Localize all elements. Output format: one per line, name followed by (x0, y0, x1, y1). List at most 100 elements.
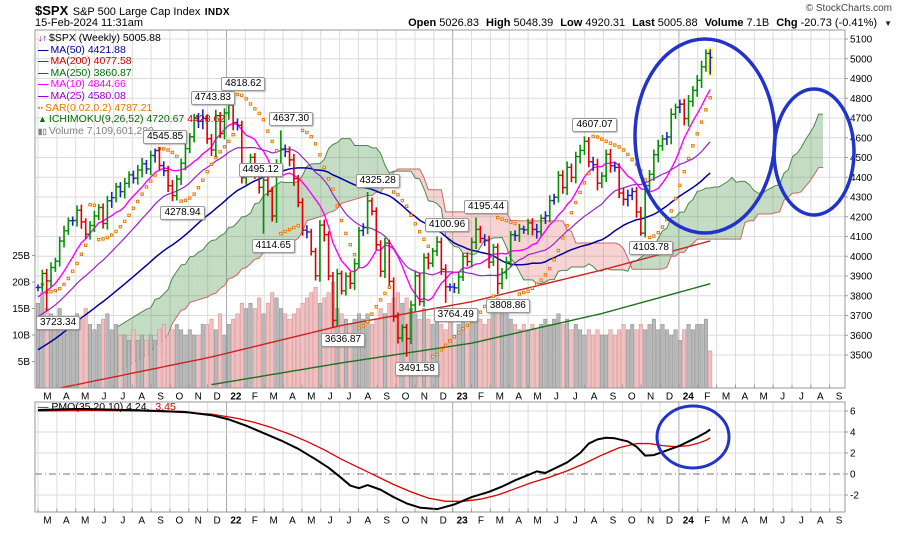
highlight-ellipse (772, 87, 856, 217)
line-swatch: — (38, 66, 49, 79)
svg-text:S: S (836, 516, 843, 527)
pmo-signal-value: 3.45 (155, 401, 176, 413)
svg-text:O: O (175, 392, 183, 403)
price-callout: 3636.87 (320, 332, 366, 347)
price-arrows-icon: ↓↑ (38, 33, 47, 43)
ma200-line (56, 240, 711, 388)
ma25-line (37, 141, 711, 318)
svg-text:22: 22 (230, 516, 242, 527)
main-x-axis: M A M J J A S O N D 22 F M A M J J A S O N D 23 F M A M J J A S O N D 24 F M… (37, 384, 843, 403)
svg-text:4200: 4200 (850, 212, 873, 223)
svg-text:O: O (628, 392, 636, 403)
price-callout: 3723.34 (36, 315, 81, 330)
highlight-ellipse (655, 404, 731, 470)
svg-text:M: M (496, 392, 504, 403)
legend-label: MA(250) 3860.87 (50, 66, 132, 79)
price-callout: 4637.30 (268, 112, 314, 127)
quote-value: 5048.39 (513, 17, 554, 29)
sar-dots (40, 92, 712, 359)
svg-text:J: J (799, 516, 804, 527)
svg-text:4600: 4600 (850, 133, 873, 144)
svg-text:M: M (760, 392, 768, 403)
svg-text:J: J (328, 516, 333, 527)
price-callout: 3764.49 (433, 307, 478, 322)
svg-text:M: M (43, 516, 51, 527)
svg-text:J: J (780, 392, 785, 403)
svg-text:D: D (213, 392, 220, 403)
svg-text:J: J (328, 392, 333, 403)
svg-text:4400: 4400 (850, 173, 873, 184)
highlight-ellipses (633, 37, 856, 470)
svg-text:S: S (157, 516, 164, 527)
svg-text:J: J (120, 516, 125, 527)
svg-text:S: S (836, 392, 843, 403)
quote-value: 5005.88 (657, 17, 698, 29)
line-swatch: — (38, 43, 49, 56)
svg-text:J: J (573, 516, 578, 527)
svg-text:J: J (347, 392, 352, 403)
svg-text:J: J (573, 392, 578, 403)
svg-text:A: A (63, 392, 70, 403)
chart-legend: ↓↑ $SPX (Weekly) 5005.88— MA(50) 4421.88— M… (38, 32, 226, 137)
quote-label: Chg (776, 17, 801, 29)
svg-text:S: S (383, 516, 390, 527)
quote-label: Open (408, 17, 440, 29)
quote-label: Low (560, 17, 586, 29)
svg-text:S: S (610, 392, 617, 403)
svg-text:15B: 15B (12, 304, 30, 315)
chart-datetime: 15-Feb-2024 11:31am (35, 17, 144, 29)
chart-title: $SPX S&P 500 Large Cap Index INDX (35, 2, 230, 18)
svg-text:5100: 5100 (850, 35, 873, 46)
svg-text:M: M (269, 392, 277, 403)
svg-text:J: J (101, 392, 106, 403)
svg-text:-2: -2 (850, 491, 859, 502)
legend-item: — MA(10) 4844.66 (38, 79, 225, 91)
svg-text:A: A (365, 392, 372, 403)
svg-text:4100: 4100 (850, 232, 873, 243)
svg-text:N: N (195, 392, 202, 403)
svg-text:6: 6 (850, 407, 856, 418)
quote-label: High (486, 17, 514, 29)
legend-label: ICHIMOKU(9,26,52) 4720.67 (48, 113, 185, 126)
price-callout: 4607.07 (572, 118, 617, 133)
legend-label: SAR(0.02,0.2) 4787.21 (44, 101, 153, 114)
svg-text:A: A (591, 392, 598, 403)
quote-row: Open 5026.83 High 5048.39 Low 4920.31 Last … (408, 17, 892, 29)
ichimoku-icon: ▲ (38, 114, 47, 125)
svg-text:0: 0 (850, 470, 856, 481)
legend-label-secondary: 4428.62 (184, 113, 226, 126)
svg-text:M: M (496, 516, 504, 527)
price-callout: 4325.28 (355, 174, 400, 188)
svg-text:M: M (533, 392, 541, 403)
svg-text:4000: 4000 (850, 252, 873, 263)
price-callout: 3491.58 (394, 361, 439, 376)
svg-text:M: M (722, 392, 730, 403)
chg-dropdown-arrow[interactable]: ▼ (884, 19, 892, 28)
quote-value: 7.1B (746, 17, 770, 29)
pmo-x-axis: M A M J J A S O N D 22 F M A M J J A S O N D 23 F M A M J J A S O N D 24 F M… (37, 508, 843, 527)
pmo-legend: — PMO(35,20,10) 4.24, 3.45 (38, 401, 176, 413)
svg-text:M: M (81, 516, 89, 527)
svg-text:3700: 3700 (850, 311, 873, 322)
svg-text:M: M (43, 392, 51, 403)
svg-text:24: 24 (683, 392, 695, 403)
svg-text:D: D (440, 516, 447, 527)
svg-text:A: A (365, 516, 372, 527)
svg-text:F: F (704, 516, 710, 527)
svg-text:J: J (554, 516, 559, 527)
svg-text:A: A (515, 392, 522, 403)
svg-text:J: J (120, 392, 125, 403)
svg-text:A: A (817, 392, 824, 403)
svg-text:M: M (760, 516, 768, 527)
svg-text:3600: 3600 (850, 331, 873, 342)
svg-text:23: 23 (457, 516, 469, 527)
svg-text:4300: 4300 (850, 193, 873, 204)
price-axis-labels: 5100 5000 4900 4800 4700 4600 4500 4400 4300 4200… (845, 35, 873, 362)
line-swatch: — (38, 78, 49, 91)
svg-text:F: F (704, 392, 710, 403)
svg-text:4700: 4700 (850, 114, 873, 125)
volume-icon: ▮▯ (38, 126, 47, 136)
svg-text:20B: 20B (12, 278, 30, 289)
pmo-grid (35, 402, 845, 512)
